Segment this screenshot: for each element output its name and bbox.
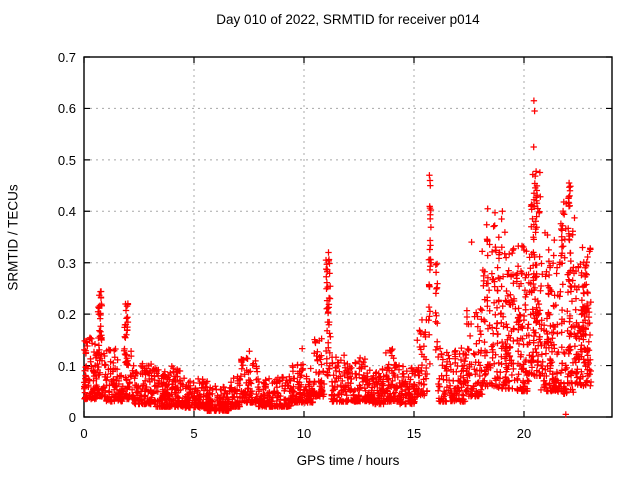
y-tick-label: 0.5 xyxy=(57,153,76,168)
y-tick-label: 0.1 xyxy=(57,359,76,374)
y-tick-label: 0.7 xyxy=(57,50,76,65)
x-tick-label: 10 xyxy=(296,426,312,441)
x-tick-label: 0 xyxy=(80,426,88,441)
x-axis-label: GPS time / hours xyxy=(296,453,400,468)
y-tick-label: 0 xyxy=(68,410,76,425)
x-tick-label: 20 xyxy=(516,426,532,441)
y-tick-label: 0.6 xyxy=(57,101,76,116)
y-tick-label: 0.3 xyxy=(57,256,76,271)
plot-border xyxy=(83,56,613,418)
x-tick-label: 5 xyxy=(190,426,198,441)
y-tick-label: 0.2 xyxy=(57,307,76,322)
x-tick-label: 15 xyxy=(406,426,422,441)
y-tick-label: 0.4 xyxy=(57,204,76,219)
data-points xyxy=(81,97,595,418)
chart-title: Day 010 of 2022, SRMTID for receiver p01… xyxy=(216,12,480,27)
